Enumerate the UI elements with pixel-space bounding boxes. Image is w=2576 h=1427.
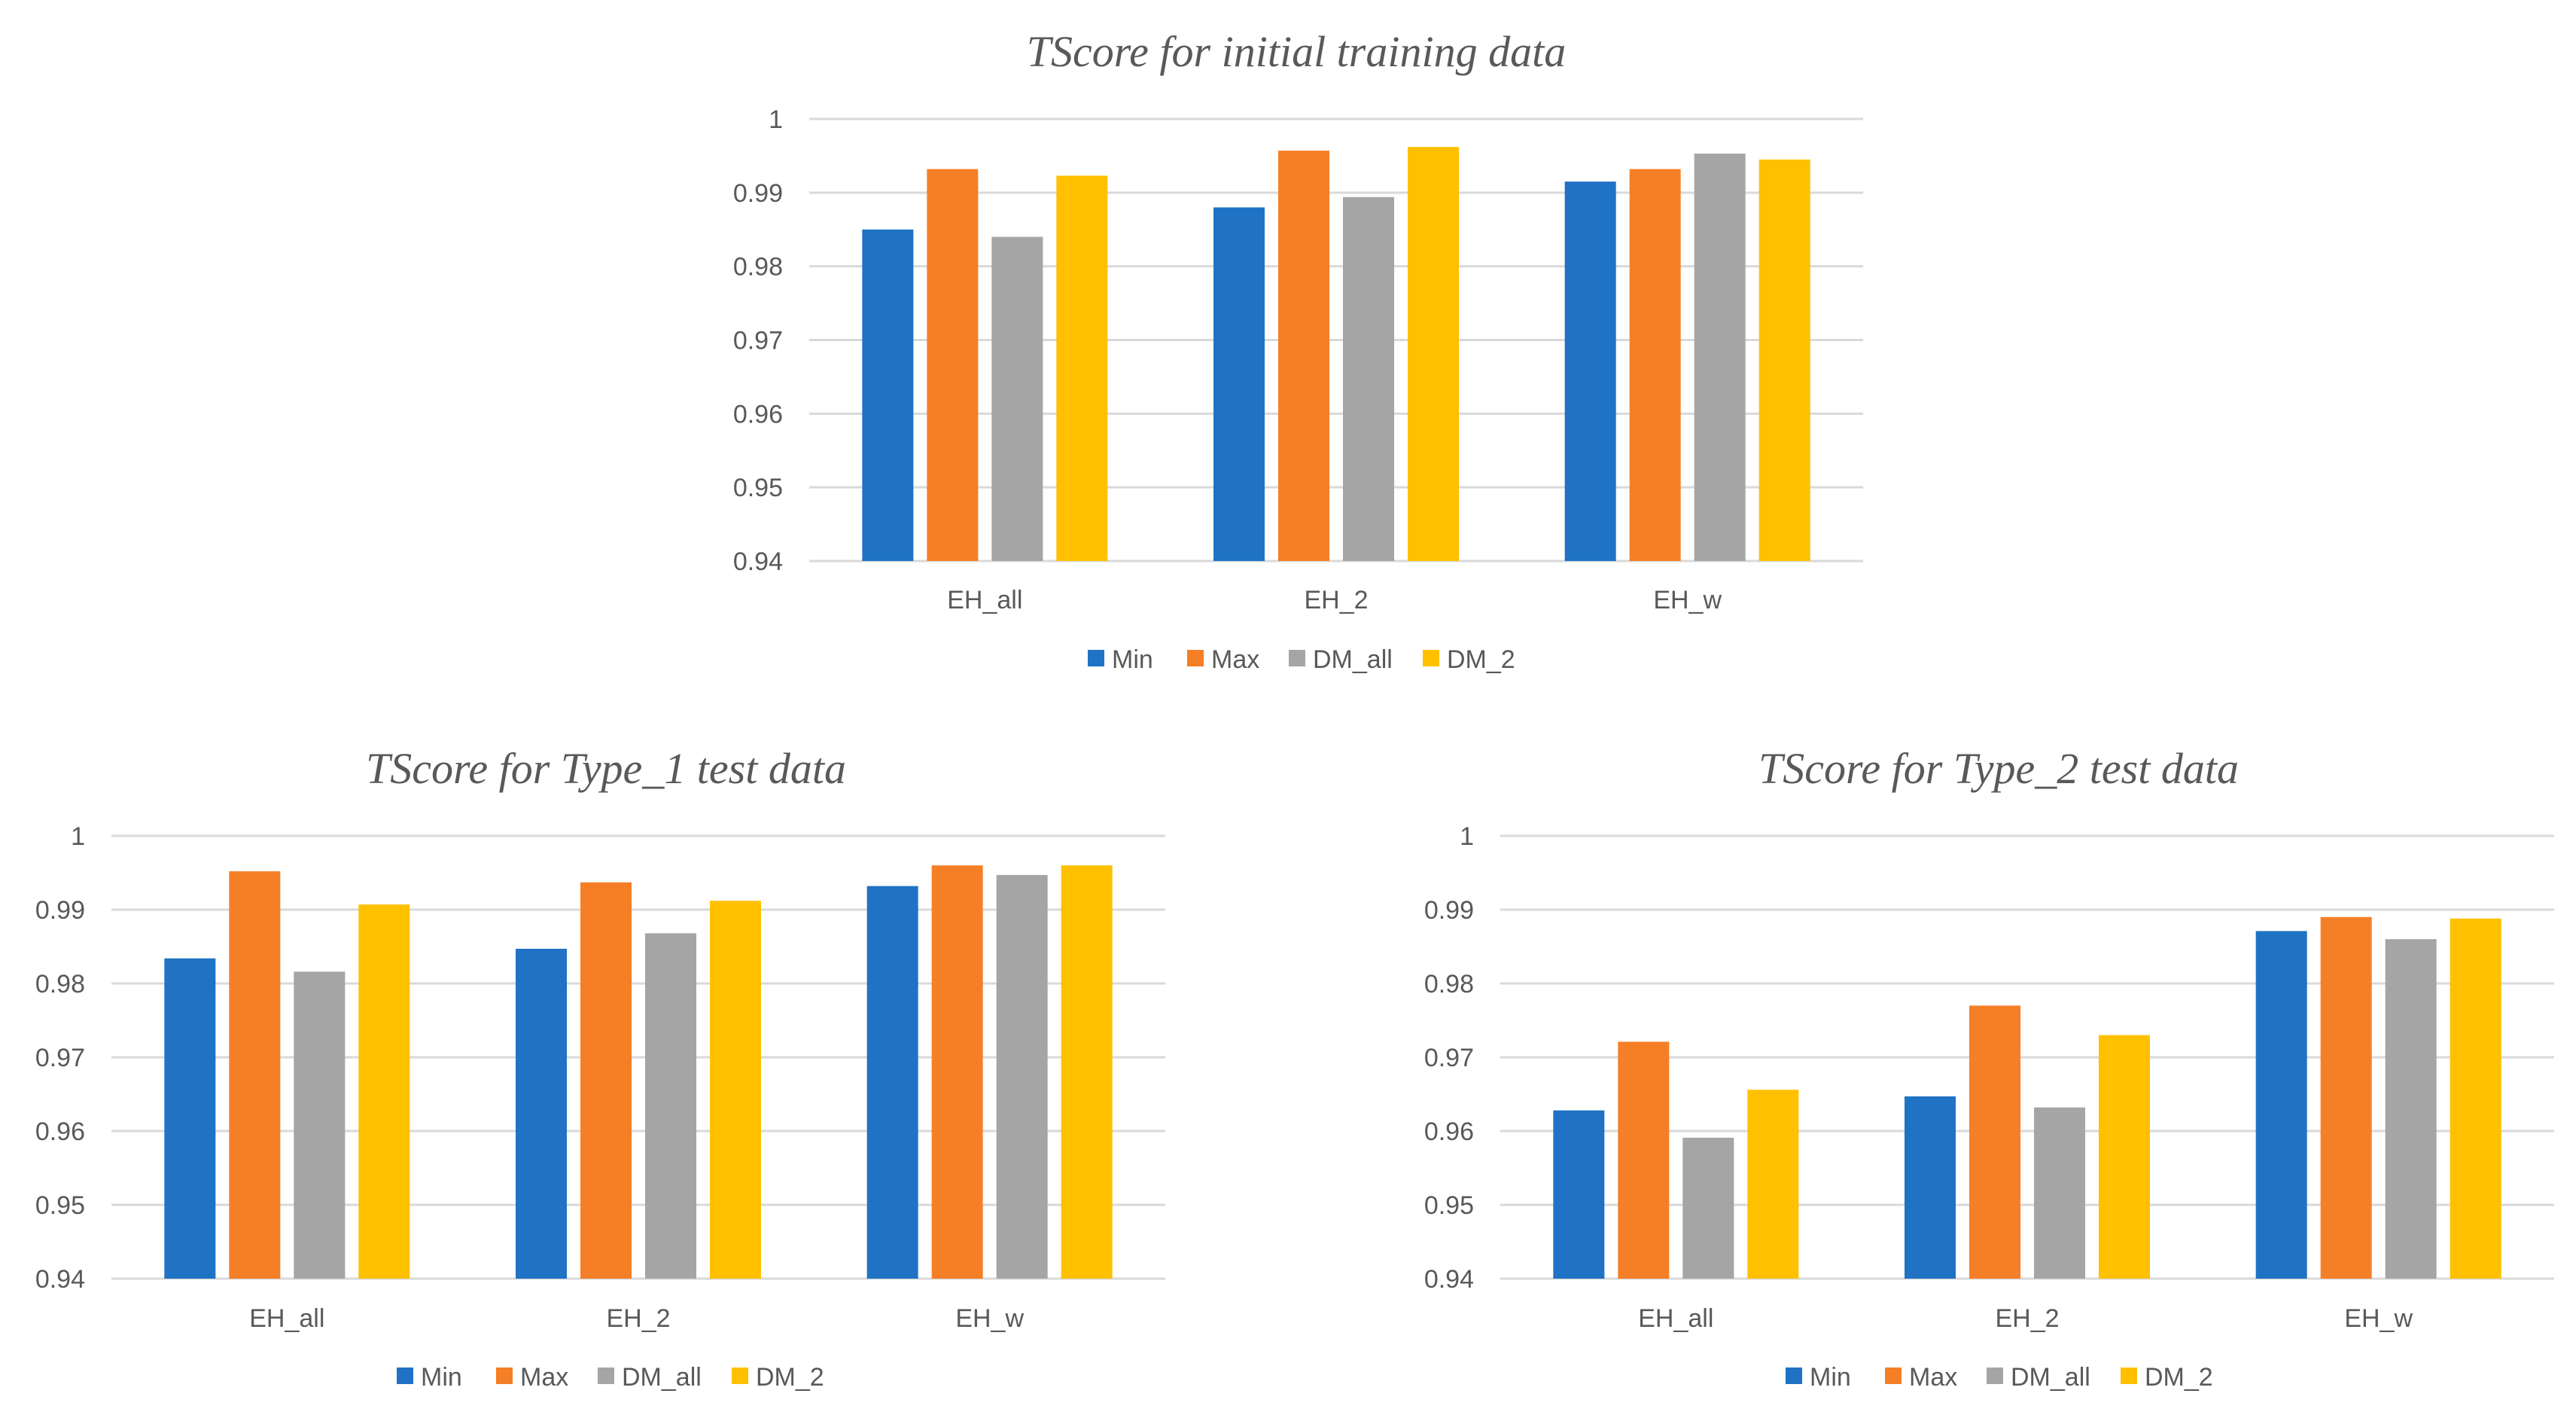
legend-label: DM_all bbox=[2011, 1363, 2090, 1392]
y-tick-label: 0.95 bbox=[1424, 1191, 1474, 1220]
bar-dm-all-eh-w bbox=[1694, 153, 1746, 561]
legend-label: DM_all bbox=[622, 1363, 702, 1392]
chart-title: TScore for Type_2 test data bbox=[1758, 744, 2239, 793]
chart-panel-1: TScore for initial training data 0.94 0.95… bbox=[733, 27, 1863, 674]
x-category-label: EH_2 bbox=[606, 1304, 670, 1333]
legend-label: DM_all bbox=[1313, 645, 1393, 674]
legend-swatch-max bbox=[1187, 650, 1204, 666]
y-tick-label: 0.97 bbox=[733, 327, 783, 355]
y-tick-label: 0.96 bbox=[35, 1118, 85, 1146]
bar-dm-all-eh-2 bbox=[645, 933, 696, 1279]
legend-label: Min bbox=[421, 1363, 462, 1392]
chart-title: TScore for Type_1 test data bbox=[366, 744, 846, 793]
y-tick-label: 0.99 bbox=[1424, 896, 1474, 925]
bar-dm-2-eh-2 bbox=[710, 901, 761, 1279]
y-tick-label: 0.99 bbox=[733, 179, 783, 208]
bar-dm-all-eh-2 bbox=[2034, 1107, 2085, 1279]
bar-max-eh-all bbox=[229, 871, 281, 1279]
bar-dm-2-eh-all bbox=[358, 904, 410, 1279]
y-tick-label: 0.94 bbox=[35, 1265, 85, 1294]
y-tick-label: 0.97 bbox=[35, 1044, 85, 1072]
bar-min-eh-w bbox=[1564, 181, 1616, 562]
bar-max-eh-w bbox=[1629, 169, 1681, 561]
y-tick-label: 0.96 bbox=[733, 400, 783, 428]
legend-label: Min bbox=[1112, 645, 1153, 674]
chart-panel-3: TScore for Type_2 test data 0.94 0.95 0.96 0… bbox=[1424, 744, 2554, 1392]
x-category-label: EH_all bbox=[947, 586, 1022, 614]
bar-min-eh-all bbox=[164, 958, 216, 1279]
bar-dm-2-eh-w bbox=[1758, 159, 1810, 561]
y-tick-label: 1 bbox=[71, 822, 85, 851]
bar-max-eh-all bbox=[1618, 1041, 1670, 1279]
bar-min-eh-w bbox=[2255, 931, 2307, 1279]
legend-label: DM_2 bbox=[756, 1363, 824, 1392]
x-category-label: EH_2 bbox=[1995, 1304, 2059, 1333]
legend-label: Max bbox=[1211, 645, 1259, 674]
bar-max-eh-w bbox=[2320, 916, 2372, 1279]
chart-title: TScore for initial training data bbox=[1027, 27, 1566, 76]
bar-dm-all-eh-w bbox=[2385, 939, 2437, 1279]
bar-dm-all-eh-2 bbox=[1343, 197, 1394, 561]
bar-dm-2-eh-w bbox=[2450, 918, 2501, 1279]
legend-label: Max bbox=[520, 1363, 568, 1392]
y-tick-label: 0.94 bbox=[733, 547, 783, 576]
legend-swatch-dm-2 bbox=[2121, 1368, 2137, 1384]
y-tick-label: 0.98 bbox=[1424, 970, 1474, 999]
legend-swatch-min bbox=[397, 1368, 413, 1384]
bar-max-eh-2 bbox=[580, 882, 632, 1279]
y-tick-label: 0.95 bbox=[733, 474, 783, 502]
x-category-label: EH_2 bbox=[1304, 586, 1368, 614]
y-tick-label: 0.96 bbox=[1424, 1118, 1474, 1146]
bar-dm-all-eh-all bbox=[991, 236, 1043, 561]
legend-swatch-dm-all bbox=[598, 1368, 614, 1384]
legend-swatch-min bbox=[1088, 650, 1104, 666]
y-tick-label: 0.94 bbox=[1424, 1265, 1474, 1294]
bar-dm-2-eh-2 bbox=[1408, 147, 1459, 562]
x-category-label: EH_all bbox=[1638, 1304, 1713, 1333]
bar-dm-2-eh-all bbox=[1747, 1090, 1799, 1279]
chart-panel-2: TScore for Type_1 test data 0.94 0.95 0.96 0… bbox=[35, 744, 1165, 1392]
y-tick-label: 0.98 bbox=[733, 253, 783, 282]
bar-dm-all-eh-w bbox=[996, 874, 1048, 1279]
legend-label: DM_2 bbox=[1447, 645, 1515, 674]
bar-dm-2-eh-w bbox=[1061, 865, 1113, 1279]
bar-min-eh-2 bbox=[1905, 1096, 1956, 1279]
legend-swatch-dm-all bbox=[1987, 1368, 2003, 1384]
legend-swatch-min bbox=[1786, 1368, 1802, 1384]
bar-min-eh-2 bbox=[1213, 207, 1265, 561]
bar-min-eh-2 bbox=[516, 948, 567, 1279]
x-category-label: EH_w bbox=[955, 1304, 1024, 1333]
bar-dm-2-eh-2 bbox=[2099, 1035, 2150, 1279]
legend-swatch-max bbox=[496, 1368, 513, 1384]
x-category-label: EH_w bbox=[1653, 586, 1722, 614]
bar-max-eh-w bbox=[931, 865, 983, 1279]
bar-min-eh-w bbox=[866, 886, 918, 1279]
x-category-label: EH_all bbox=[249, 1304, 324, 1333]
bar-min-eh-all bbox=[1553, 1110, 1605, 1279]
x-category-label: EH_w bbox=[2344, 1304, 2413, 1333]
legend-swatch-dm-all bbox=[1289, 650, 1305, 666]
bar-dm-all-eh-all bbox=[1682, 1137, 1734, 1279]
legend-swatch-dm-2 bbox=[732, 1368, 748, 1384]
bar-dm-2-eh-all bbox=[1056, 175, 1108, 561]
legend-label: DM_2 bbox=[2145, 1363, 2213, 1392]
legend-label: Min bbox=[1810, 1363, 1851, 1392]
legend-swatch-max bbox=[1885, 1368, 1902, 1384]
y-tick-label: 0.98 bbox=[35, 970, 85, 999]
y-tick-label: 0.99 bbox=[35, 896, 85, 925]
bar-max-eh-2 bbox=[1969, 1005, 2020, 1279]
y-tick-label: 0.95 bbox=[35, 1191, 85, 1220]
y-tick-label: 1 bbox=[769, 105, 783, 134]
y-tick-label: 0.97 bbox=[1424, 1044, 1474, 1072]
legend-swatch-dm-2 bbox=[1423, 650, 1439, 666]
bar-dm-all-eh-all bbox=[294, 971, 346, 1279]
bar-max-eh-2 bbox=[1278, 151, 1329, 561]
bar-min-eh-all bbox=[862, 229, 914, 561]
bar-max-eh-all bbox=[927, 169, 979, 561]
y-tick-label: 1 bbox=[1460, 822, 1474, 851]
legend-label: Max bbox=[1909, 1363, 1957, 1392]
